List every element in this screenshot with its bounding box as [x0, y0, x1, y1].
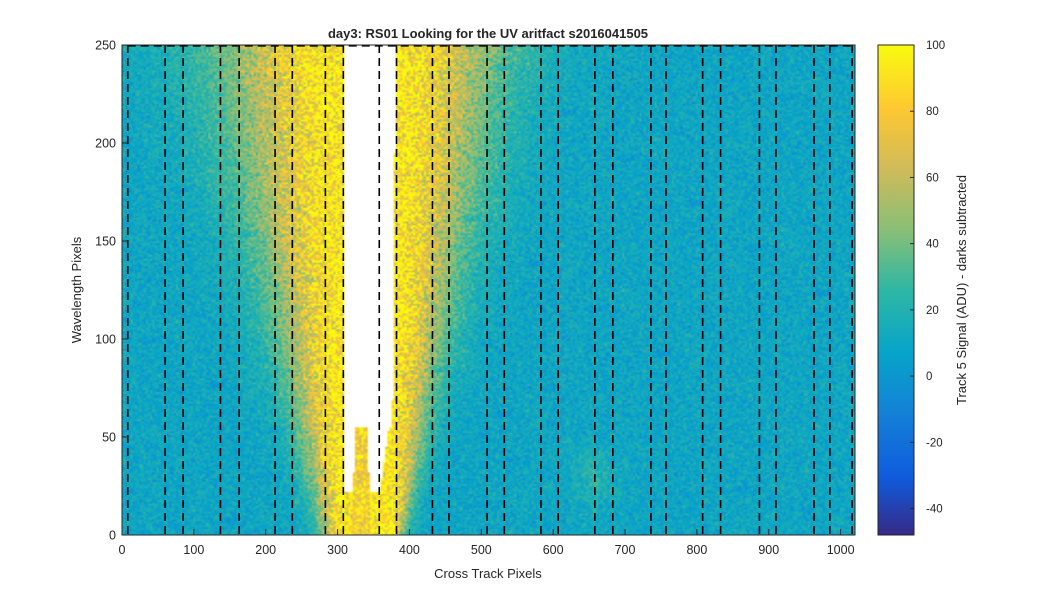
- x-axis-ticks: 0 100 200 300 400 500 600 700 800 900 1000: [119, 529, 855, 557]
- y-axis-label: Wavelength Pixels: [69, 236, 84, 343]
- y-tick-label: 100: [95, 333, 116, 347]
- y-tick-label: 150: [95, 235, 116, 249]
- colorbar-ticks: 100 80 60 40 20 0 -20 -40: [910, 40, 945, 516]
- colorbar-tick-label: 100: [926, 40, 945, 52]
- colorbar-tick-label: 20: [926, 305, 939, 317]
- y-axis-ticks: 0 50 100 150 200 250: [95, 39, 128, 543]
- x-tick-label: 300: [327, 543, 348, 557]
- x-tick-label: 1000: [827, 543, 855, 557]
- x-axis-label: Cross Track Pixels: [434, 566, 542, 581]
- x-tick-label: 900: [758, 543, 779, 557]
- dashed-guide-lines: [126, 45, 853, 535]
- plot-area: 0 100 200 300 400 500 600 700 800 900 1000 0 50 100 1…: [95, 39, 856, 557]
- colorbar-tick-label: 60: [926, 172, 939, 184]
- colorbar-label: Track 5 Signal (ADU) - darks subtracted: [954, 175, 969, 405]
- colorbar-tick-label: 80: [926, 106, 939, 118]
- chart-title: day3: RS01 Looking for the UV aritfact s…: [328, 26, 648, 41]
- colorbar-bar: [877, 44, 915, 536]
- x-tick-label: 400: [399, 543, 420, 557]
- colorbar-tick-label: 0: [926, 371, 932, 383]
- x-tick-label: 600: [543, 543, 564, 557]
- colorbar-tick-label: 40: [926, 239, 939, 251]
- y-tick-label: 0: [109, 529, 116, 543]
- x-tick-label: 500: [471, 543, 492, 557]
- y-tick-label: 200: [95, 137, 116, 151]
- heatmap-image: [122, 45, 855, 535]
- x-tick-label: 0: [119, 543, 126, 557]
- x-tick-label: 800: [686, 543, 707, 557]
- colorbar-tick-label: -20: [926, 437, 943, 449]
- y-tick-label: 50: [102, 431, 116, 445]
- x-tick-label: 200: [255, 543, 276, 557]
- y-tick-label: 250: [95, 39, 116, 53]
- x-tick-label: 100: [183, 543, 204, 557]
- colorbar: 100 80 60 40 20 0 -20 -40 Track 5 Signal (ADU) …: [877, 40, 969, 536]
- colorbar-tick-label: -40: [926, 504, 943, 516]
- x-tick-label: 700: [615, 543, 636, 557]
- plot-frame: [121, 44, 856, 536]
